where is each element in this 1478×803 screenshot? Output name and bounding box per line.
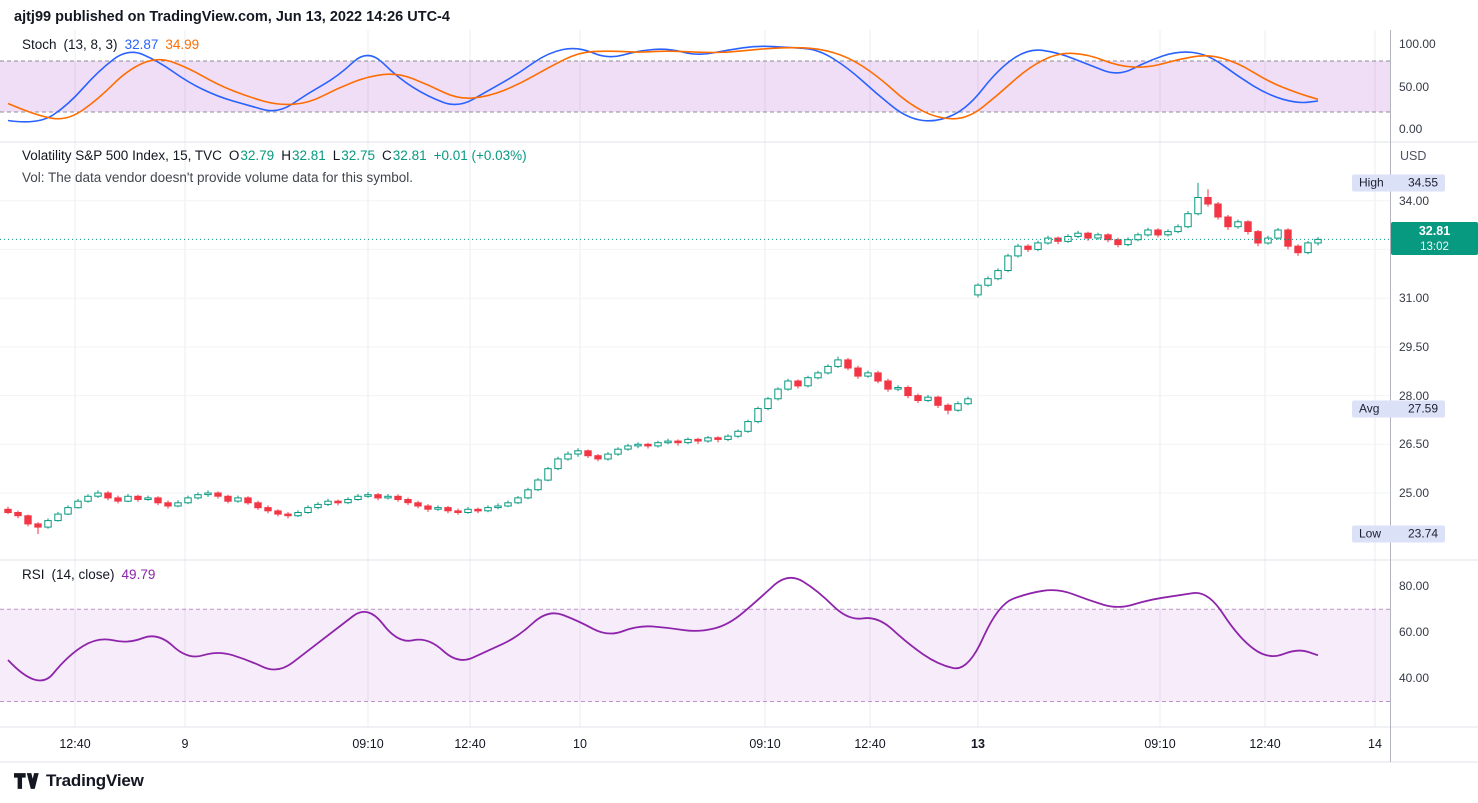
rsi-scale-tick: 80.00 bbox=[1399, 579, 1430, 594]
price-scale-tick: 25.00 bbox=[1399, 486, 1430, 500]
high-price-label: High 34.55 bbox=[1352, 174, 1445, 192]
stoch-scale-tick: 0.00 bbox=[1399, 122, 1423, 136]
change-value: +0.01 (+0.03%) bbox=[433, 148, 527, 163]
time-axis-label: 12:40 bbox=[59, 737, 91, 751]
bar-countdown: 13:02 bbox=[1420, 241, 1449, 254]
volume-unavailable-note: Vol: The data vendor doesn't provide vol… bbox=[22, 170, 414, 185]
rsi-scale-tick: 60.00 bbox=[1399, 625, 1430, 640]
stoch-params: (13, 8, 3) bbox=[63, 37, 118, 52]
rsi-params: (14, close) bbox=[51, 567, 115, 582]
time-axis-label: 09:10 bbox=[1144, 737, 1176, 751]
open-value: O 32.79 bbox=[228, 148, 275, 163]
rsi-title: RSI bbox=[22, 567, 45, 582]
rsi-scale-tick: 40.00 bbox=[1399, 671, 1430, 686]
time-axis-label: 12:40 bbox=[454, 737, 486, 751]
low-price-label: Low 23.74 bbox=[1352, 525, 1445, 543]
last-price-badge: 32.81 13:02 bbox=[1391, 222, 1478, 256]
rsi-indicator-legend[interactable]: RSI (14, close) 49.79 bbox=[22, 567, 155, 582]
price-scale-tick: 29.50 bbox=[1399, 339, 1430, 354]
stoch-indicator-legend[interactable]: Stoch (13, 8, 3) 32.87 34.99 bbox=[22, 37, 199, 52]
time-axis-label: 13 bbox=[971, 737, 985, 751]
avg-price-label: Avg 27.59 bbox=[1352, 400, 1445, 418]
high-value: H 32.81 bbox=[281, 148, 326, 163]
publish-info: ajtj99 published on TradingView.com, Jun… bbox=[14, 9, 450, 25]
tradingview-wordmark[interactable]: TradingView bbox=[46, 771, 144, 790]
stoch-k-value: 32.87 bbox=[124, 37, 159, 52]
price-scale-tick: 26.50 bbox=[1399, 437, 1430, 452]
time-axis-label: 12:40 bbox=[854, 737, 886, 751]
time-axis-label: 09:10 bbox=[749, 737, 781, 751]
symbol-legend[interactable]: Volatility S&P 500 Index, 15, TVC O 32.7… bbox=[22, 148, 527, 163]
price-scale-tick: 31.00 bbox=[1399, 291, 1430, 306]
stoch-d-value: 34.99 bbox=[165, 37, 200, 52]
price-scale-tick: 34.00 bbox=[1399, 193, 1430, 208]
symbol-title: Volatility S&P 500 Index, 15, TVC bbox=[22, 148, 222, 163]
footer[interactable]: TradingView bbox=[14, 771, 144, 791]
stoch-scale-tick: 50.00 bbox=[1399, 79, 1430, 94]
time-axis-label: 9 bbox=[181, 737, 189, 751]
last-price-value: 32.81 bbox=[1418, 224, 1451, 239]
low-value: L 32.75 bbox=[332, 148, 376, 163]
time-axis-label: 12:40 bbox=[1249, 737, 1281, 751]
close-value: C 32.81 bbox=[382, 148, 427, 163]
time-axis-label: 14 bbox=[1368, 737, 1382, 751]
time-axis-label: 10 bbox=[573, 737, 587, 751]
currency-label: USD bbox=[1400, 149, 1427, 163]
rsi-value: 49.79 bbox=[121, 567, 156, 582]
stoch-title: Stoch bbox=[22, 37, 57, 52]
tradingview-logo[interactable] bbox=[14, 773, 39, 789]
price-scale-tick: 28.00 bbox=[1399, 388, 1430, 403]
time-axis-label: 09:10 bbox=[352, 737, 384, 751]
stoch-scale-tick: 100.00 bbox=[1399, 37, 1436, 51]
